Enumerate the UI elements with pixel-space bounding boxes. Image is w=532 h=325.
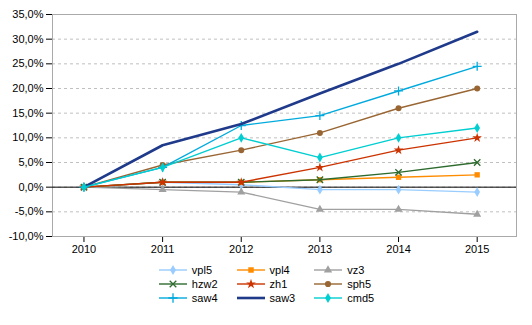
svg-text:0,0%: 0,0% bbox=[18, 181, 43, 193]
svg-text:15,0%: 15,0% bbox=[12, 107, 43, 119]
svg-text:-10,0%: -10,0% bbox=[9, 230, 44, 242]
svg-text:2013: 2013 bbox=[308, 243, 332, 255]
html-text:saw4: saw4 bbox=[191, 292, 218, 304]
svg-text:5,0%: 5,0% bbox=[18, 156, 43, 168]
svg-text:30,0%: 30,0% bbox=[12, 33, 43, 45]
svg-text:2011: 2011 bbox=[151, 243, 175, 255]
html-text:hzw2: hzw2 bbox=[191, 278, 218, 290]
svg-text:-5,0%: -5,0% bbox=[15, 205, 44, 217]
html-text:vpl5: vpl5 bbox=[191, 264, 212, 276]
svg-text:2014: 2014 bbox=[386, 243, 410, 255]
html-text:cmd5: cmd5 bbox=[347, 292, 375, 304]
html-text:zh1: zh1 bbox=[269, 278, 288, 290]
svg-text:2015: 2015 bbox=[465, 243, 489, 255]
html-text:vz3: vz3 bbox=[347, 264, 365, 276]
svg-text:2010: 2010 bbox=[72, 243, 96, 255]
html-text:sph5: sph5 bbox=[347, 278, 372, 290]
svg-text:25,0%: 25,0% bbox=[12, 57, 43, 69]
svg-text:2012: 2012 bbox=[229, 243, 253, 255]
svg-text:10,0%: 10,0% bbox=[12, 131, 43, 143]
html-text:vpl4: vpl4 bbox=[269, 264, 290, 276]
svg-text:20,0%: 20,0% bbox=[12, 82, 43, 94]
svg-text:35,0%: 35,0% bbox=[12, 8, 43, 20]
html-text:saw3: saw3 bbox=[269, 292, 296, 304]
